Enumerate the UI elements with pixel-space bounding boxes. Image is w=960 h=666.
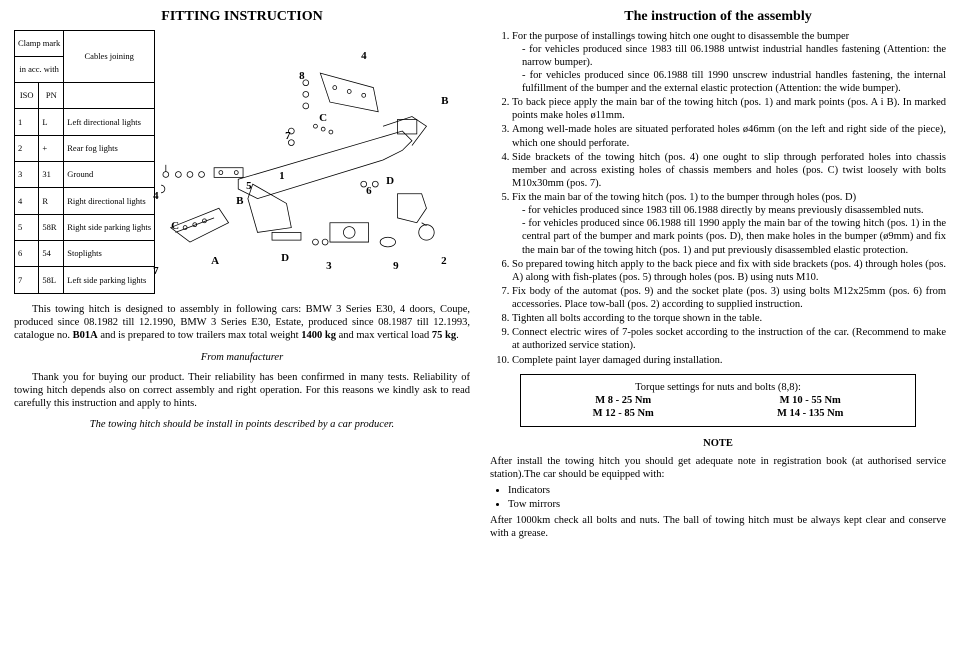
torque-title: Torque settings for nuts and bolts (8,8)… [531,381,905,394]
wire-cell: 5 [15,214,39,240]
note-bullet: Tow mirrors [508,498,946,511]
wt-iso: ISO [15,83,39,109]
assembly-title: The instruction of the assembly [490,8,946,26]
assembly-step: Fix the main bar of the towing hitch (po… [512,191,946,257]
torque-m12: M 12 - 85 Nm [593,407,654,420]
wire-cell: Left directional lights [64,109,155,135]
wire-cell: R [39,188,64,214]
lbl-4b: 4 [361,50,367,64]
note-2: After 1000km check all bolts and nuts. T… [490,514,946,540]
wire-cell: 1 [15,109,39,135]
top-left-region: Clamp markCables joining in acc. with IS… [14,30,470,294]
note-1: After install the towing hitch you shoul… [490,455,946,481]
wire-cell: 2 [15,135,39,161]
wire-table: Clamp markCables joining in acc. with IS… [14,30,155,294]
assembly-step: Fix body of the automat (pos. 9) and the… [512,285,946,311]
note-title: NOTE [490,437,946,450]
wire-cell: 58L [39,267,64,293]
wire-cell: 4 [15,188,39,214]
wire-cell: 54 [39,241,64,267]
assembly-step: Side brackets of the towing hitch (pos. … [512,151,946,190]
lbl-C2: C [319,112,327,126]
lbl-4: 4 [153,190,159,204]
hitch-svg [161,30,470,290]
wire-cell: Right directional lights [64,188,155,214]
assembly-substep: for vehicles produced since 06.1988 till… [522,217,946,256]
wt-pn: PN [39,83,64,109]
body-2: Thank you for buying our product. Their … [14,371,470,410]
fitting-title: FITTING INSTRUCTION [14,8,470,26]
body-1: This towing hitch is designed to assembl… [14,303,470,342]
note-bullet: Indicators [508,484,946,497]
wt-h2: in acc. with [15,56,64,82]
wire-cell: Ground [64,162,155,188]
torque-m8: M 8 - 25 Nm [595,394,651,407]
lbl-5: 5 [246,180,252,194]
wt-h3: Cables joining [64,30,155,83]
lbl-6: 6 [366,185,372,199]
torque-m14: M 14 - 135 Nm [777,407,844,420]
lbl-D: D [281,252,289,266]
lbl-Bupper: B [441,95,448,109]
wire-cell: Left side parking lights [64,267,155,293]
assembly-steps: For the purpose of installings towing hi… [490,30,946,368]
assembly-step: Connect electric wires of 7-poles socket… [512,326,946,352]
wire-cell: Rear fog lights [64,135,155,161]
assembly-step: For the purpose of installings towing hi… [512,30,946,96]
right-column: The instruction of the assembly For the … [490,8,946,658]
assembly-step: To back piece apply the main bar of the … [512,96,946,122]
assembly-substep: for vehicles produced since 1983 till 06… [522,43,946,69]
body-3: The towing hitch should be install in po… [14,418,470,431]
wire-cell: 58R [39,214,64,240]
wire-cell: Stoplights [64,241,155,267]
left-column: FITTING INSTRUCTION Clamp markCables joi… [14,8,470,658]
hitch-diagram: 4 7 C A 5 B D 1 3 9 2 6 D 7 C 8 4 B [161,30,470,294]
lbl-9: 9 [393,260,399,274]
assembly-substep: for vehicles produced since 1983 till 06… [522,204,946,217]
wire-cell: + [39,135,64,161]
lbl-8: 8 [299,70,305,84]
lbl-A: A [211,255,219,269]
lbl-C: C [171,220,179,234]
wire-cell: 6 [15,241,39,267]
lbl-1: 1 [279,170,285,184]
assembly-substep: for vehicles produced since 06.1988 till… [522,69,946,95]
assembly-step: Tighten all bolts according to the torqu… [512,312,946,325]
wire-cell: Right side parking lights [64,214,155,240]
lbl-7: 7 [285,130,291,144]
torque-box: Torque settings for nuts and bolts (8,8)… [520,374,916,427]
torque-m10: M 10 - 55 Nm [780,394,841,407]
wire-cell: 3 [15,162,39,188]
from-mfr: From manufacturer [14,351,470,364]
note-bullets: IndicatorsTow mirrors [490,484,946,510]
assembly-step: Among well-made holes are situated perfo… [512,123,946,149]
assembly-step: Complete paint layer damaged during inst… [512,354,946,367]
lbl-B: B [236,195,243,209]
wire-cell: L [39,109,64,135]
lbl-2: 2 [441,255,447,269]
wt-h1: Clamp mark [15,30,64,56]
lbl-D2: D [386,175,394,189]
wire-cell: 7 [15,267,39,293]
lbl-7b: 7 [153,265,159,279]
lbl-3: 3 [326,260,332,274]
wire-cell: 31 [39,162,64,188]
assembly-step: So prepared towing hitch apply to the ba… [512,258,946,284]
